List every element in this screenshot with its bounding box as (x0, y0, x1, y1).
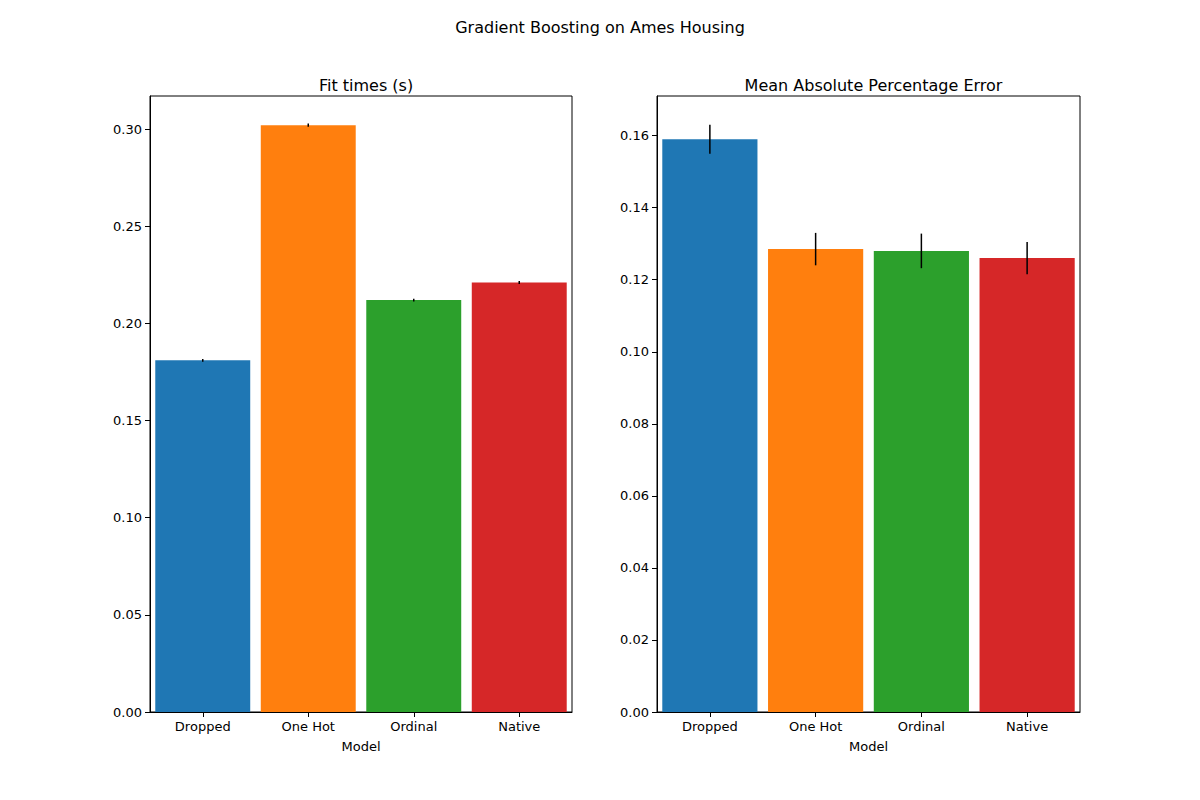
svg-text:One Hot: One Hot (789, 719, 842, 734)
svg-text:Ordinal: Ordinal (390, 719, 437, 734)
svg-text:0.00: 0.00 (113, 705, 142, 720)
svg-text:0.15: 0.15 (113, 413, 142, 428)
svg-text:0.04: 0.04 (620, 560, 649, 575)
svg-text:0.08: 0.08 (620, 416, 649, 431)
svg-text:Gradient Boosting on Ames Hous: Gradient Boosting on Ames Housing (455, 18, 745, 37)
svg-text:0.02: 0.02 (620, 632, 649, 647)
svg-text:0.10: 0.10 (113, 510, 142, 525)
svg-text:0.14: 0.14 (620, 200, 649, 215)
svg-text:0.05: 0.05 (113, 607, 142, 622)
svg-text:Model: Model (849, 739, 888, 754)
svg-text:0.06: 0.06 (620, 488, 649, 503)
svg-text:0.00: 0.00 (620, 705, 649, 720)
svg-text:Fit times (s): Fit times (s) (319, 76, 413, 95)
svg-text:Mean Absolute Percentage Error: Mean Absolute Percentage Error (745, 76, 1003, 95)
svg-text:Native: Native (1006, 719, 1048, 734)
svg-text:0.12: 0.12 (620, 272, 649, 287)
svg-text:0.25: 0.25 (113, 219, 142, 234)
svg-text:Dropped: Dropped (175, 719, 231, 734)
svg-text:One Hot: One Hot (282, 719, 335, 734)
svg-text:0.10: 0.10 (620, 344, 649, 359)
svg-text:0.30: 0.30 (113, 122, 142, 137)
svg-text:0.20: 0.20 (113, 316, 142, 331)
svg-text:Native: Native (498, 719, 540, 734)
svg-text:0.16: 0.16 (620, 128, 649, 143)
svg-text:Ordinal: Ordinal (898, 719, 945, 734)
svg-text:Dropped: Dropped (682, 719, 738, 734)
svg-text:Model: Model (341, 739, 380, 754)
